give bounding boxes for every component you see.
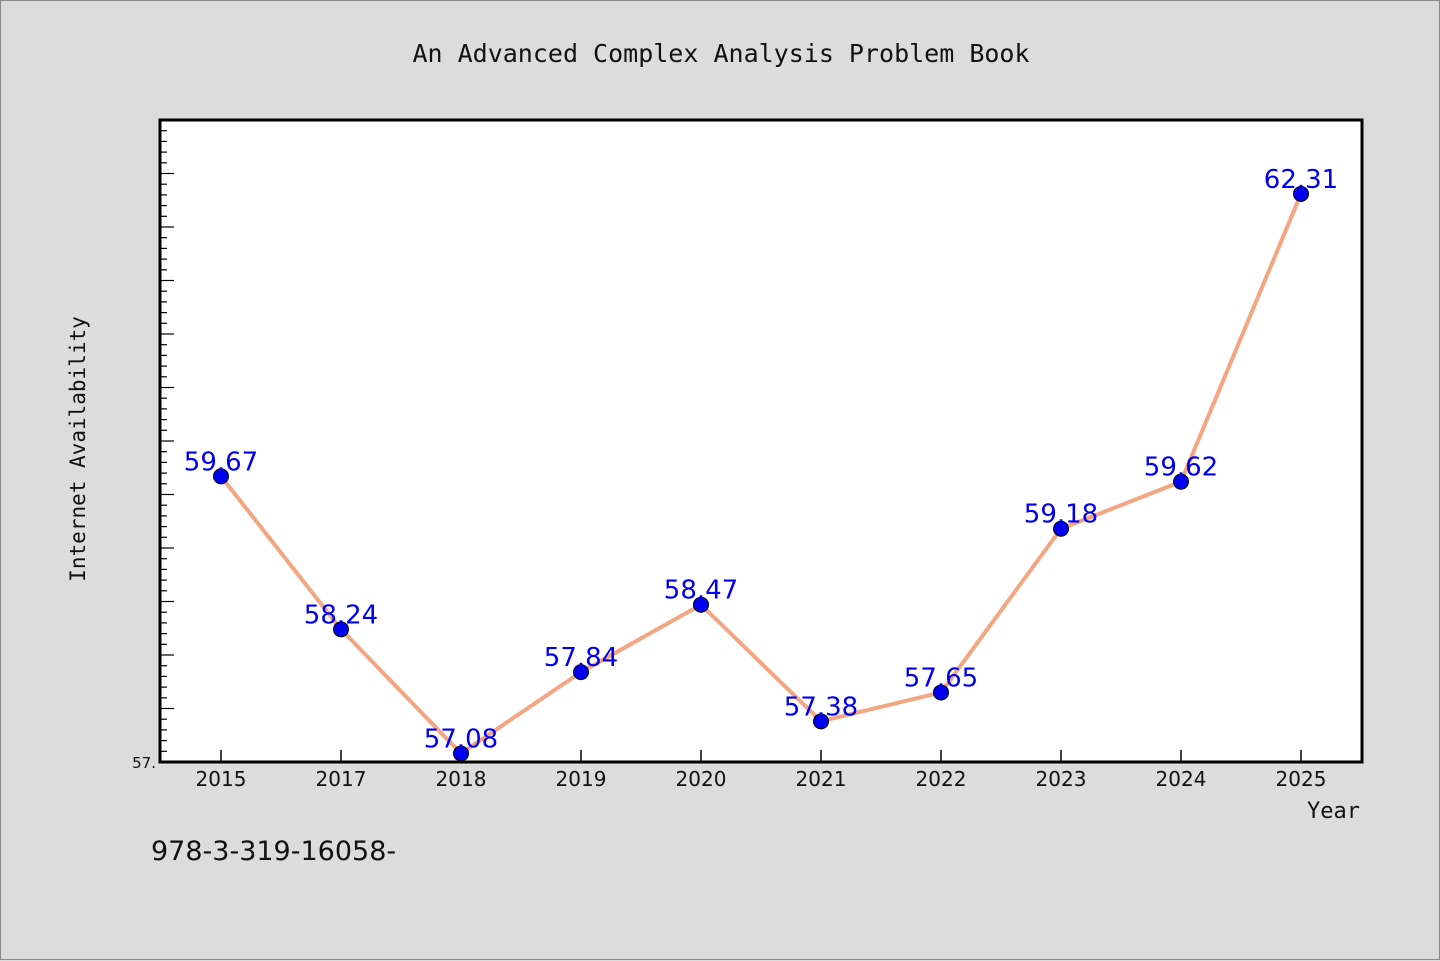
series-line (219, 191, 1303, 756)
x-axis-label: Year (1307, 799, 1360, 824)
data-point (1293, 185, 1309, 202)
y-tick-label: 57. (132, 754, 156, 772)
plot-area (158, 118, 1364, 764)
x-tick-label: 2024 (1156, 767, 1207, 791)
data-label: 59.62 (1144, 453, 1218, 483)
x-tick-label: 2017 (316, 767, 367, 791)
x-tick-label: 2023 (1036, 767, 1087, 791)
data-label: 59.18 (1024, 500, 1098, 530)
data-point (1173, 473, 1189, 490)
data-point (813, 713, 829, 730)
data-label: 57.84 (544, 643, 618, 673)
data-label: 57.38 (784, 692, 858, 722)
data-label: 57.08 (424, 724, 498, 754)
x-tick-label: 2025 (1276, 767, 1327, 791)
y-axis-ticks: 57. (132, 130, 174, 772)
series-layer: 59.67 58.24 57.08 57.84 58.47 57.38 57.65 59.18… (184, 165, 1338, 762)
x-tick-label: 2020 (676, 767, 727, 791)
data-label: 62.31 (1264, 165, 1338, 195)
x-tick-label: 2018 (436, 767, 487, 791)
data-point (453, 745, 469, 762)
y-axis-label: Internet Availability (66, 316, 90, 582)
data-point (213, 468, 229, 485)
x-tick-label: 2022 (916, 767, 967, 791)
data-point (573, 664, 589, 681)
data-label: 59.67 (184, 447, 258, 477)
footer-isbn-text: 978-3-319-16058- (151, 836, 397, 867)
data-label: 58.47 (664, 576, 738, 606)
data-point (1053, 520, 1069, 537)
chart-title: An Advanced Complex Analysis Problem Boo… (412, 39, 1029, 68)
x-tick-label: 2019 (556, 767, 607, 791)
x-tick-label: 2021 (796, 767, 847, 791)
data-point (333, 621, 349, 638)
x-tick-label: 2015 (196, 767, 247, 791)
data-point (693, 596, 709, 613)
data-label: 58.24 (304, 600, 378, 630)
x-axis-ticks: 2015 2017 2018 2019 2020 2021 2022 2023 2024 2025 (196, 750, 1327, 791)
data-label: 57.65 (904, 663, 978, 693)
data-point (933, 684, 949, 701)
